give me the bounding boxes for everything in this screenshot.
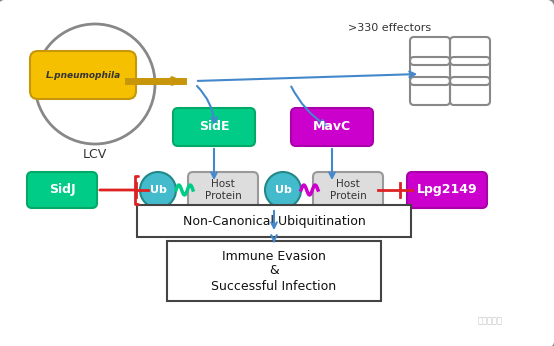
Text: Host
Protein: Host Protein [204, 179, 242, 201]
FancyBboxPatch shape [30, 51, 136, 99]
FancyBboxPatch shape [291, 108, 373, 146]
Text: Ub: Ub [150, 185, 166, 195]
Text: Non-Canonical Ubiquitination: Non-Canonical Ubiquitination [183, 215, 366, 228]
Circle shape [265, 172, 301, 208]
Text: 中国高科技: 中国高科技 [478, 317, 502, 326]
Text: SidJ: SidJ [49, 183, 75, 197]
FancyBboxPatch shape [313, 172, 383, 208]
FancyBboxPatch shape [27, 172, 97, 208]
FancyBboxPatch shape [137, 205, 411, 237]
Text: LCV: LCV [83, 147, 107, 161]
Text: Host
Protein: Host Protein [330, 179, 366, 201]
FancyBboxPatch shape [407, 172, 487, 208]
Text: >330 effectors: >330 effectors [348, 23, 432, 33]
FancyBboxPatch shape [188, 172, 258, 208]
Text: MavC: MavC [313, 120, 351, 134]
FancyBboxPatch shape [167, 241, 381, 301]
FancyBboxPatch shape [173, 108, 255, 146]
Text: L.pneumophila: L.pneumophila [45, 71, 121, 80]
Text: Lpg2149: Lpg2149 [417, 183, 478, 197]
Circle shape [140, 172, 176, 208]
Text: Immune Evasion
&
Successful Infection: Immune Evasion & Successful Infection [212, 249, 337, 292]
Text: SidE: SidE [199, 120, 229, 134]
Text: Ub: Ub [275, 185, 291, 195]
